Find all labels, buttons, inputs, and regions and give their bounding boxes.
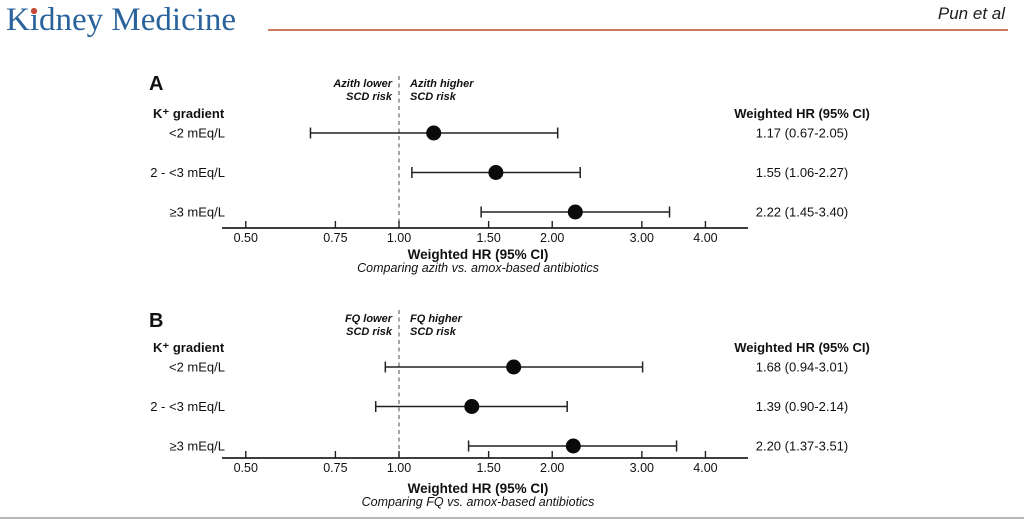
effect-value: 2.22 (1.45-3.40) xyxy=(756,205,849,220)
effect-value: 1.17 (0.67-2.05) xyxy=(756,126,849,141)
author-citation: Pun et al xyxy=(937,4,1005,23)
effect-value: 1.55 (1.06-2.27) xyxy=(756,165,849,180)
x-tick-label: 0.50 xyxy=(234,231,258,245)
x-tick-label: 4.00 xyxy=(693,231,717,245)
effect-column-header: Weighted HR (95% CI) xyxy=(734,340,870,355)
annotation-right: Azith higher xyxy=(409,78,474,90)
x-tick-label: 2.00 xyxy=(540,231,564,245)
x-tick-label: 3.00 xyxy=(630,461,654,475)
point-estimate xyxy=(488,165,504,180)
x-tick-label: 1.00 xyxy=(387,231,411,245)
point-estimate xyxy=(567,204,583,220)
x-axis-caption: Comparing azith vs. amox-based antibioti… xyxy=(357,261,599,275)
x-tick-label: 1.50 xyxy=(476,461,500,475)
group-header: K⁺ gradient xyxy=(153,340,225,355)
annotation-right: SCD risk xyxy=(410,326,457,338)
annotation-right: FQ higher xyxy=(410,313,463,325)
annotation-left: FQ lower xyxy=(345,313,393,325)
x-tick-label: 1.00 xyxy=(387,461,411,475)
row-label: 2 - <3 mEq/L xyxy=(150,165,225,180)
point-estimate xyxy=(565,438,581,454)
effect-value: 1.68 (0.94-3.01) xyxy=(756,360,849,375)
row-label: ≥3 mEq/L xyxy=(169,205,225,220)
group-header: K⁺ gradient xyxy=(153,106,225,121)
x-axis-title: Weighted HR (95% CI) xyxy=(408,247,549,262)
annotation-left: SCD risk xyxy=(346,91,393,103)
logo-i-dot: ı xyxy=(29,2,40,38)
row-label: <2 mEq/L xyxy=(169,360,225,375)
page-bottom-divider xyxy=(0,517,1024,519)
x-tick-label: 2.00 xyxy=(540,461,564,475)
annotation-left: Azith lower xyxy=(332,78,392,90)
effect-column-header: Weighted HR (95% CI) xyxy=(734,106,870,121)
annotation-left: SCD risk xyxy=(346,326,393,338)
annotation-right: SCD risk xyxy=(410,91,457,103)
effect-value: 2.20 (1.37-3.51) xyxy=(756,439,849,454)
point-estimate xyxy=(506,359,522,375)
x-tick-label: 1.50 xyxy=(476,231,500,245)
row-label: <2 mEq/L xyxy=(169,126,225,141)
x-tick-label: 0.50 xyxy=(234,461,258,475)
masthead-rule xyxy=(268,29,1008,31)
x-tick-label: 0.75 xyxy=(323,461,347,475)
row-label: 2 - <3 mEq/L xyxy=(150,399,225,414)
panel-letter: B xyxy=(149,310,163,332)
effect-value: 1.39 (0.90-2.14) xyxy=(756,399,849,414)
point-estimate xyxy=(464,399,480,414)
journal-logo: Kıdney Medicine xyxy=(6,2,237,38)
x-tick-label: 4.00 xyxy=(693,461,717,475)
panel-letter: A xyxy=(149,73,163,95)
x-tick-label: 3.00 xyxy=(630,231,654,245)
x-tick-label: 0.75 xyxy=(323,231,347,245)
point-estimate xyxy=(426,125,442,141)
row-label: ≥3 mEq/L xyxy=(169,439,225,454)
x-axis-title: Weighted HR (95% CI) xyxy=(408,481,549,496)
x-axis-caption: Comparing FQ vs. amox-based antibiotics xyxy=(362,495,595,509)
